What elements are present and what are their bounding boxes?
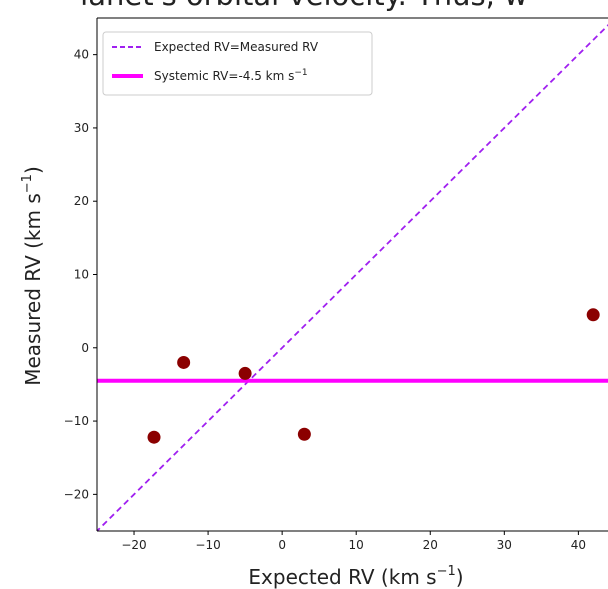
legend-label-systemic: Systemic RV=-4.5 km s−1 — [154, 68, 308, 83]
ticks: −20 −10 0 10 20 30 40 −20 −10 0 10 20 30 40 — [64, 17, 608, 552]
plot-clip-group — [97, 24, 608, 531]
data-point-4 — [586, 308, 600, 322]
x-tick-label-2: 0 — [278, 538, 286, 552]
y-tick-label-1: −10 — [64, 414, 89, 428]
x-tick-label-6: 40 — [571, 538, 586, 552]
x-tick-label-5: 30 — [497, 538, 512, 552]
y-axis-label: Measured RV (km s−1) — [20, 166, 45, 386]
x-tick-label-0: −20 — [121, 538, 146, 552]
one-to-one-line — [97, 24, 608, 531]
y-tick-label-2: 0 — [81, 341, 89, 355]
legend: Expected RV=Measured RV Systemic RV=-4.5… — [102, 31, 373, 96]
data-point-2 — [238, 366, 252, 380]
legend-box — [102, 31, 373, 96]
data-point-0 — [147, 430, 161, 444]
data-point-1 — [177, 355, 191, 369]
y-tick-label-6: 40 — [74, 48, 89, 62]
plot-area — [97, 24, 608, 531]
x-tick-label-3: 10 — [349, 538, 364, 552]
y-tick-label-3: 10 — [74, 268, 89, 282]
x-tick-label-1: −10 — [195, 538, 220, 552]
x-tick-label-4: 20 — [423, 538, 438, 552]
data-point-3 — [297, 427, 311, 441]
y-tick-label-5: 30 — [74, 121, 89, 135]
page-top-text: lanet's orbital velocity. Thus, w — [0, 0, 608, 18]
x-axis-label: Expected RV (km s−1) — [248, 564, 463, 589]
y-tick-label-0: −20 — [64, 487, 89, 501]
legend-label-one-to-one: Expected RV=Measured RV — [154, 40, 319, 54]
y-tick-label-4: 20 — [74, 194, 89, 208]
